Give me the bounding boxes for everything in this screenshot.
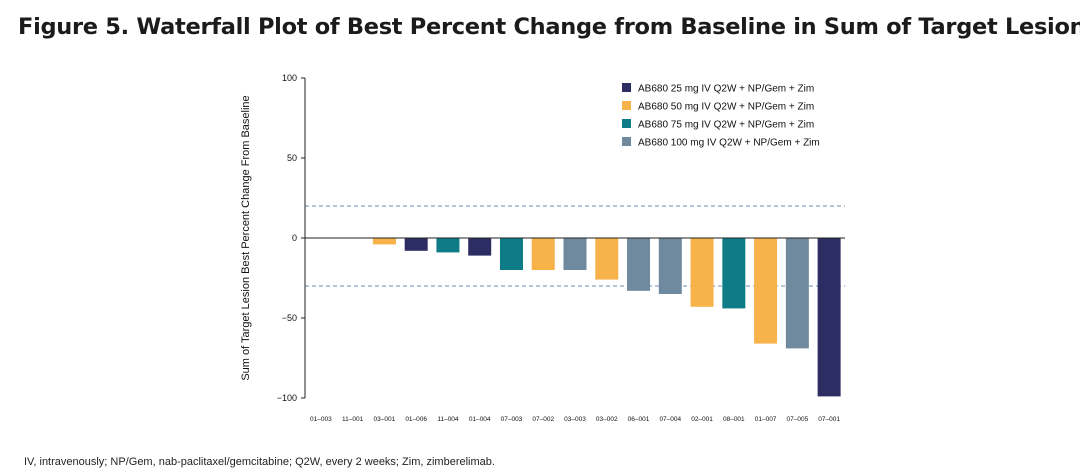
y-tick-label: −100 bbox=[277, 393, 297, 403]
bar-07-003 bbox=[499, 238, 523, 270]
x-tick-label: 03–002 bbox=[596, 416, 618, 423]
bar-01-004 bbox=[468, 238, 492, 256]
x-tick-label: 02–001 bbox=[691, 416, 713, 423]
bar-06-001 bbox=[627, 238, 651, 291]
figure-title: Figure 5. Waterfall Plot of Best Percent… bbox=[18, 14, 1080, 40]
x-tick-label: 11–004 bbox=[437, 416, 459, 423]
legend: AB680 25 mg IV Q2W + NP/Gem + Zim AB680 5… bbox=[622, 83, 820, 149]
legend-label-1: AB680 50 mg IV Q2W + NP/Gem + Zim bbox=[638, 102, 814, 113]
bar-03-002 bbox=[595, 238, 619, 280]
x-tick-label: 07–005 bbox=[787, 416, 809, 423]
x-tick-label: 06–001 bbox=[628, 416, 650, 423]
legend-swatch-0 bbox=[622, 83, 631, 92]
legend-label-2: AB680 75 mg IV Q2W + NP/Gem + Zim bbox=[638, 120, 814, 131]
bar-11-004 bbox=[436, 238, 460, 253]
bar-03-001 bbox=[372, 238, 396, 245]
x-tick-label: 01–003 bbox=[310, 416, 332, 423]
bar-02-001 bbox=[690, 238, 714, 307]
footnote: IV, intravenously; NP/Gem, nab-paclitaxe… bbox=[24, 456, 495, 468]
y-tick-label: 0 bbox=[292, 233, 297, 243]
bar-07-005 bbox=[785, 238, 809, 349]
x-ticks: 01–003 11–001 03–001 01–006 11–004 01–004 07–0… bbox=[310, 416, 840, 423]
bar-08-001 bbox=[722, 238, 746, 309]
x-tick-label: 01–004 bbox=[469, 416, 491, 423]
x-tick-label: 07–003 bbox=[501, 416, 523, 423]
x-tick-label: 03–001 bbox=[374, 416, 396, 423]
x-tick-label: 07–001 bbox=[818, 416, 840, 423]
bar-07-004 bbox=[658, 238, 682, 294]
bars bbox=[372, 238, 841, 397]
y-tick-label: 50 bbox=[287, 153, 297, 163]
x-tick-label: 07–004 bbox=[659, 416, 681, 423]
bar-07-001 bbox=[817, 238, 841, 397]
legend-label-3: AB680 100 mg IV Q2W + NP/Gem + Zim bbox=[638, 138, 820, 149]
bar-07-002 bbox=[531, 238, 555, 270]
x-tick-label: 11–001 bbox=[342, 416, 364, 423]
bar-01-007 bbox=[754, 238, 778, 344]
bar-01-006 bbox=[404, 238, 428, 251]
y-axis-label: Sum of Target Lesion Best Percent Change… bbox=[240, 95, 252, 380]
legend-label-0: AB680 25 mg IV Q2W + NP/Gem + Zim bbox=[638, 84, 814, 95]
legend-swatch-2 bbox=[622, 119, 631, 128]
waterfall-chart: 100 50 0 −50 −100 01–003 11–001 03–001 01–006 11… bbox=[240, 73, 845, 423]
x-tick-label: 03–003 bbox=[564, 416, 586, 423]
bar-03-003 bbox=[563, 238, 587, 270]
x-tick-label: 01–007 bbox=[755, 416, 777, 423]
y-tick-label: −50 bbox=[282, 313, 297, 323]
y-tick-label: 100 bbox=[282, 73, 297, 83]
y-ticks: 100 50 0 −50 −100 bbox=[277, 73, 305, 403]
legend-swatch-3 bbox=[622, 137, 631, 146]
x-tick-label: 08–001 bbox=[723, 416, 745, 423]
x-tick-label: 01–006 bbox=[405, 416, 427, 423]
legend-swatch-1 bbox=[622, 101, 631, 110]
x-tick-label: 07–002 bbox=[532, 416, 554, 423]
